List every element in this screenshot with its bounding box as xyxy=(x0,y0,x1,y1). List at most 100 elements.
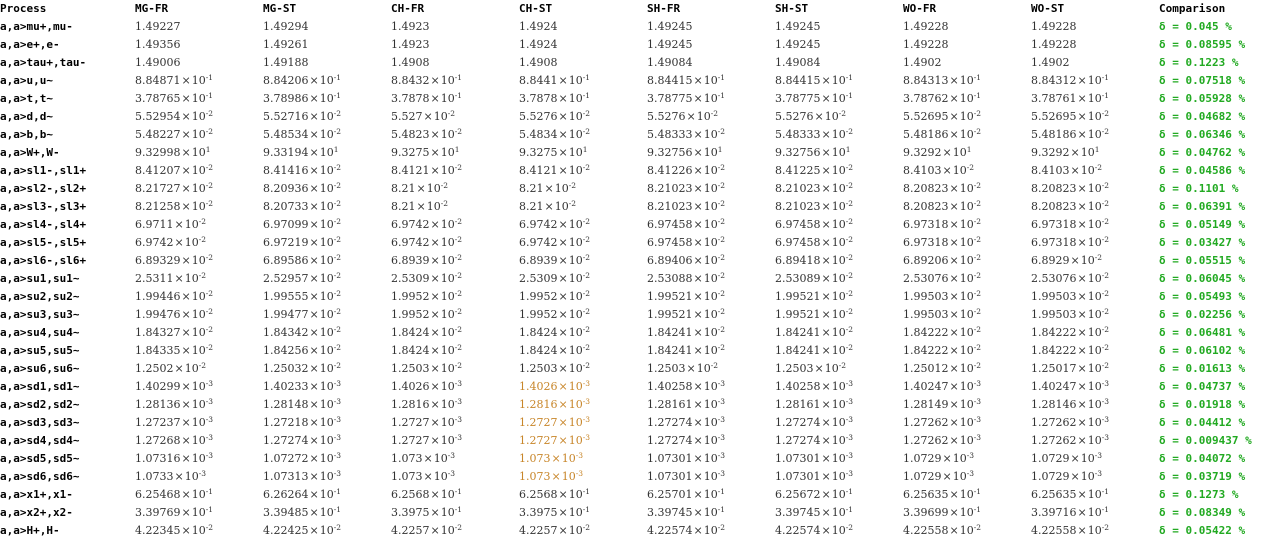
table-row: a,a>su4,su4~ 1.84327×10-2 1.84342×10-2 1.84… xyxy=(0,324,1272,342)
comparison-value: δ = 0.08595 % xyxy=(1159,38,1246,51)
value-mantissa: 1.99503 xyxy=(903,308,949,321)
value-mantissa: 1.25012 xyxy=(903,362,949,375)
times-sign: × xyxy=(686,110,696,123)
value-mantissa: 9.32756 xyxy=(775,146,821,159)
times-sign: × xyxy=(181,434,191,447)
value-mantissa: 3.39716 xyxy=(1031,506,1077,519)
comparison-value: δ = 0.03719 % xyxy=(1159,470,1246,483)
value-exponent: -2 xyxy=(205,181,214,190)
table-row: a,a>su6,su6~ 1.2502×10-2 1.25032×10-2 1.250… xyxy=(0,360,1272,378)
value-ch-fr: 1.4923 xyxy=(391,36,519,54)
process-name: a,a>su2,su2~ xyxy=(0,290,80,303)
times-sign: × xyxy=(309,380,319,393)
value-mg-st: 8.84206×10-1 xyxy=(263,73,342,87)
value-mantissa: 1.49356 xyxy=(135,38,181,51)
process-name: a,a>mu+,mu- xyxy=(0,20,73,33)
value-mg-st: 1.49261 xyxy=(263,36,391,54)
value-exponent: -2 xyxy=(205,253,214,262)
value-exponent: -2 xyxy=(717,523,726,532)
value-exponent: -1 xyxy=(333,505,342,514)
times-sign: × xyxy=(430,524,440,537)
value-mantissa: 6.25701 xyxy=(647,488,693,501)
value-mantissa: 1.4902 xyxy=(903,56,942,69)
value-ch-st: 6.8939×10-2 xyxy=(519,253,591,267)
value-exponent: -2 xyxy=(582,253,591,262)
times-sign: × xyxy=(558,308,568,321)
value-exponent: -2 xyxy=(454,289,463,298)
value-mantissa: 1.27262 xyxy=(903,434,949,447)
times-sign: × xyxy=(949,218,959,231)
value-mantissa: 1.99521 xyxy=(775,308,821,321)
value-wo-fr: 1.40247×10-3 xyxy=(903,379,982,393)
value-mantissa: 6.89406 xyxy=(647,254,693,267)
value-exponent: 1 xyxy=(454,145,460,154)
process-name: a,a>sl4-,sl4+ xyxy=(0,218,87,231)
times-sign: × xyxy=(821,524,831,537)
value-mg-fr: 9.32998×101 xyxy=(135,145,211,159)
times-sign: × xyxy=(1077,524,1087,537)
times-sign: × xyxy=(174,272,184,285)
header-process: Process xyxy=(0,2,47,15)
times-sign: × xyxy=(430,290,440,303)
times-sign: × xyxy=(430,272,440,285)
value-mantissa: 1.27262 xyxy=(1031,434,1077,447)
comparison-value: δ = 0.08349 % xyxy=(1159,506,1246,519)
times-sign: × xyxy=(309,308,319,321)
value-exponent: -3 xyxy=(582,415,591,424)
value-exponent: -1 xyxy=(973,505,982,514)
value-mantissa: 1.84335 xyxy=(135,344,181,357)
value-exponent: -3 xyxy=(845,433,854,442)
value-exponent: -1 xyxy=(582,487,591,496)
times-sign: × xyxy=(181,74,191,87)
times-sign: × xyxy=(309,200,319,213)
value-exponent: -2 xyxy=(1101,343,1110,352)
value-exponent: -2 xyxy=(198,235,207,244)
value-mantissa: 1.49261 xyxy=(263,38,309,51)
times-sign: × xyxy=(558,254,568,267)
value-mantissa: 8.41207 xyxy=(135,164,181,177)
times-sign: × xyxy=(309,182,319,195)
value-mantissa: 3.39769 xyxy=(135,506,181,519)
comparison-value: δ = 0.05422 % xyxy=(1159,524,1246,537)
value-mg-st: 1.27218×10-3 xyxy=(263,415,342,429)
value-mantissa: 1.07301 xyxy=(647,452,693,465)
value-mantissa: 1.27262 xyxy=(1031,416,1077,429)
value-mantissa: 1.073 xyxy=(519,470,551,483)
value-exponent: -2 xyxy=(717,163,726,172)
value-exponent: -2 xyxy=(838,109,847,118)
value-mantissa: 2.5311 xyxy=(135,272,174,285)
value-mantissa: 8.21 xyxy=(519,182,544,195)
times-sign: × xyxy=(1077,110,1087,123)
value-exponent: -2 xyxy=(333,199,342,208)
value-wo-st: 4.22558×10-2 xyxy=(1031,523,1110,537)
process-name: a,a>su6,su6~ xyxy=(0,362,80,375)
times-sign: × xyxy=(309,416,319,429)
comparison-value: δ = 0.05493 % xyxy=(1159,290,1246,303)
value-sh-fr: 1.84241×10-2 xyxy=(647,343,726,357)
value-ch-fr: 3.3975×10-1 xyxy=(391,505,463,519)
value-exponent: -2 xyxy=(333,289,342,298)
value-sh-fr: 1.84241×10-2 xyxy=(647,325,726,339)
value-mg-fr: 1.40299×10-3 xyxy=(135,379,214,393)
times-sign: × xyxy=(1077,344,1087,357)
times-sign: × xyxy=(181,488,191,501)
value-mantissa: 1.4923 xyxy=(391,38,430,51)
times-sign: × xyxy=(821,146,831,159)
times-sign: × xyxy=(814,110,824,123)
value-mantissa: 8.4103 xyxy=(903,164,942,177)
times-sign: × xyxy=(1077,326,1087,339)
value-exponent: -2 xyxy=(973,343,982,352)
value-ch-fr: 8.4121×10-2 xyxy=(391,163,463,177)
times-sign: × xyxy=(1077,74,1087,87)
value-wo-fr: 6.25635×10-1 xyxy=(903,487,982,501)
value-mantissa: 3.39745 xyxy=(647,506,693,519)
value-ch-st: 1.2727×10-3 xyxy=(519,433,591,447)
times-sign: × xyxy=(430,146,440,159)
times-sign: × xyxy=(693,182,703,195)
value-sh-st: 3.78775×10-1 xyxy=(775,91,854,105)
times-sign: × xyxy=(181,416,191,429)
value-sh-fr: 6.25701×10-1 xyxy=(647,487,726,501)
times-sign: × xyxy=(949,110,959,123)
comparison-value: δ = 0.04072 % xyxy=(1159,452,1246,465)
value-sh-fr: 1.99521×10-2 xyxy=(647,307,726,321)
